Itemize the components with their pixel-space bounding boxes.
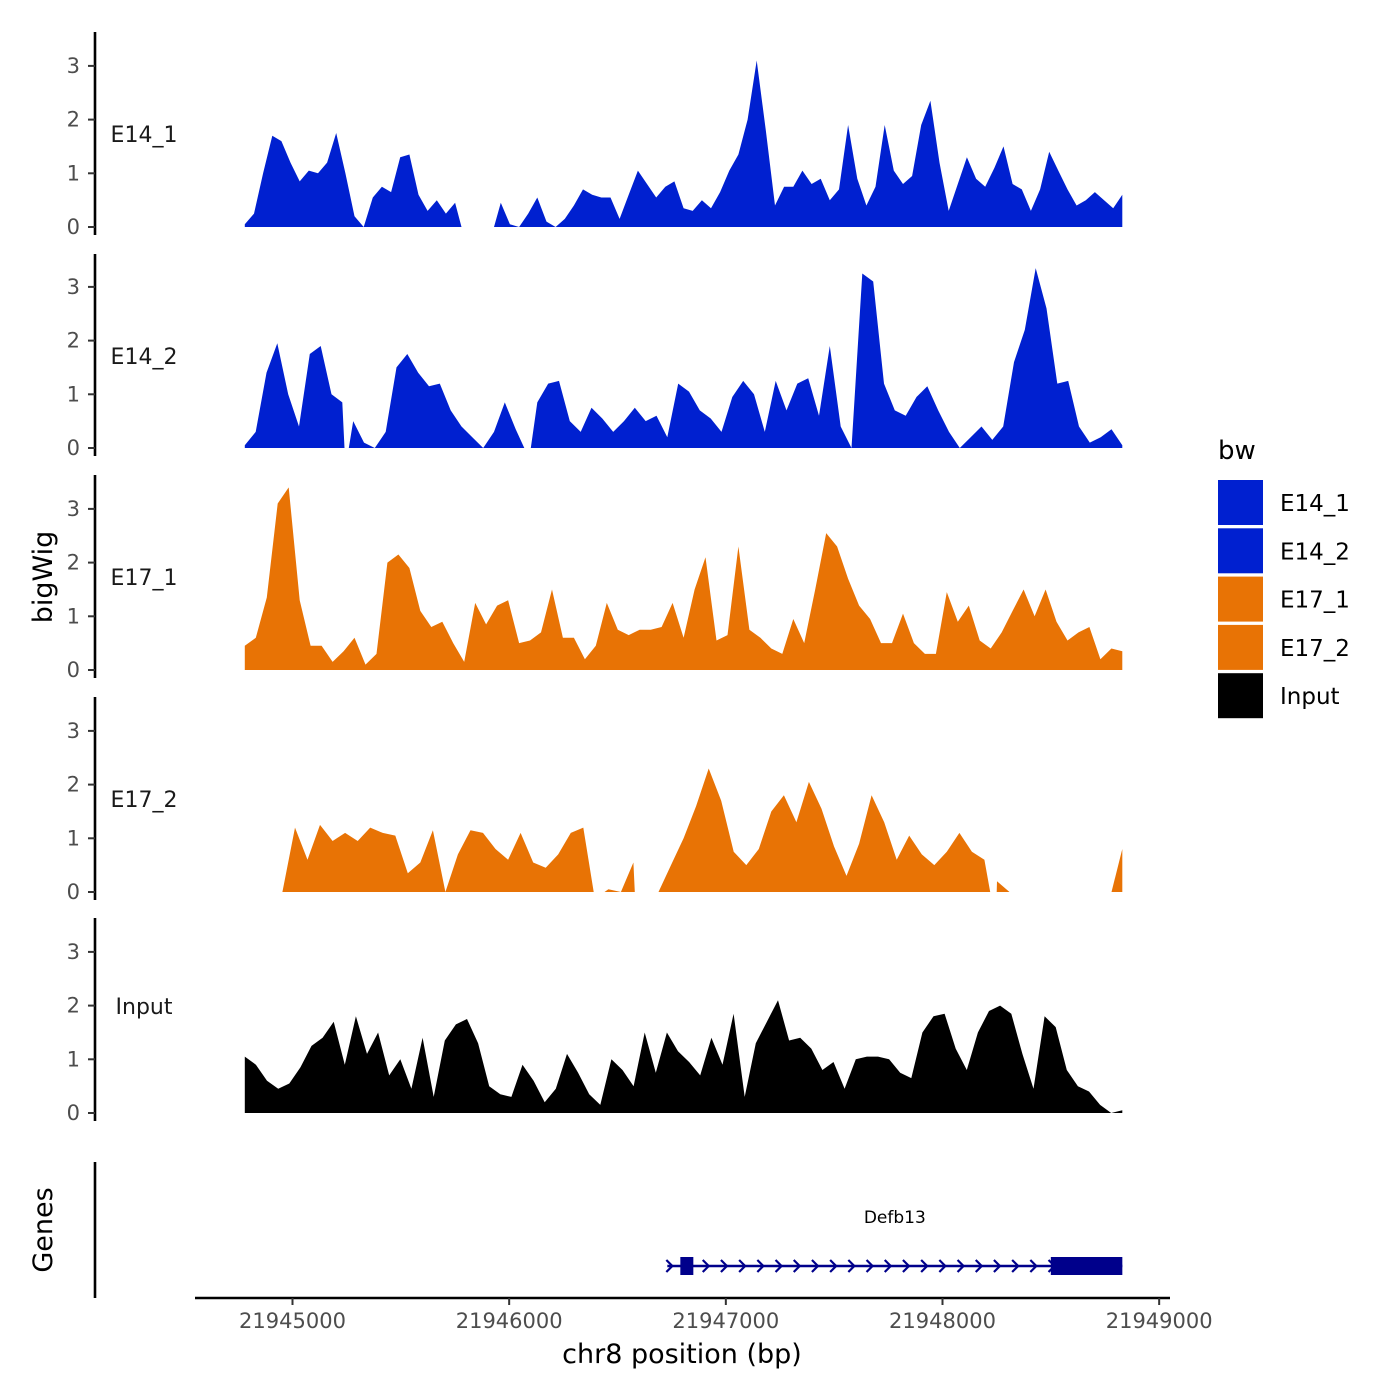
y-tick-label: 0: [67, 215, 80, 239]
strand-arrow: [865, 1259, 875, 1273]
y-tick-label: 3: [67, 940, 80, 964]
x-tick-label: 21948000: [889, 1309, 996, 1333]
signal-area-e17-1: [244, 487, 1123, 670]
strand-arrow: [701, 1259, 711, 1273]
signal-area-e14-1: [244, 133, 462, 227]
strand-arrow: [938, 1259, 947, 1273]
x-tick-label: 21945000: [239, 1309, 346, 1333]
y-axis-title: bigWig: [28, 531, 59, 624]
strand-arrow: [883, 1259, 893, 1273]
track-e17-1: 0 1 2 3 E17_1: [67, 475, 1123, 682]
strand-arrow: [1011, 1259, 1020, 1273]
strand-arrow: [974, 1259, 984, 1273]
track-e14-2: 0 1 2 3 E14_2: [67, 254, 1123, 460]
legend-swatch-e14-1: [1218, 480, 1263, 525]
gene-exon: [680, 1257, 694, 1275]
track-label: Input: [116, 995, 173, 1020]
y-tick-label: 2: [67, 551, 80, 575]
strand-arrow: [902, 1259, 911, 1273]
track-label: E14_1: [111, 123, 178, 148]
legend-title: bw: [1218, 436, 1256, 466]
legend-label-e14-2: E14_2: [1280, 539, 1350, 565]
strand-arrow: [720, 1259, 729, 1273]
y-tick-label: 1: [67, 161, 80, 185]
y-tick-label: 0: [67, 658, 80, 682]
strand-arrow: [738, 1259, 747, 1273]
legend-swatch-e14-2: [1218, 528, 1263, 574]
y-tick-label: 3: [67, 54, 80, 78]
signal-area-e14-2: [244, 343, 345, 448]
legend-label-e14-1: E14_1: [1280, 491, 1350, 517]
y-tick-label: 1: [67, 382, 80, 406]
legend-swatch-input: [1218, 673, 1263, 719]
y-tick-label: 2: [67, 773, 80, 797]
gene-track: Genes Defb13: [28, 1162, 1123, 1298]
signal-area-e14-2: [530, 268, 1123, 448]
track-label: E17_1: [111, 566, 178, 591]
y-tick-label: 0: [67, 1101, 80, 1125]
x-axis-title: chr8 position (bp): [562, 1339, 802, 1370]
strand-arrow: [1029, 1259, 1038, 1273]
strand-arrow: [665, 1259, 674, 1273]
strand-arrow: [792, 1259, 802, 1273]
legend-label-input: Input: [1280, 684, 1340, 710]
track-e17-2: 0 1 2 3 E17_2: [67, 697, 1123, 904]
y-tick-label: 1: [67, 826, 80, 850]
gene-name-label: Defb13: [864, 1208, 926, 1228]
strand-arrow: [774, 1259, 784, 1273]
strand-arrow: [993, 1259, 1002, 1273]
y-tick-label: 3: [67, 719, 80, 743]
legend-label-e17-1: E17_1: [1280, 588, 1350, 614]
track-label: E14_2: [111, 345, 178, 370]
strand-arrow: [811, 1259, 820, 1273]
y-tick-label: 2: [67, 329, 80, 353]
signal-area-e17-2: [996, 881, 1017, 892]
legend-label-e17-2: E17_2: [1280, 636, 1350, 662]
x-axis: chr8 position (bp) 21945000 21946000 21947…: [195, 1296, 1213, 1370]
signal-area-e17-2: [1111, 849, 1123, 892]
legend-swatch-e17-1: [1218, 576, 1263, 622]
signal-area-e14-1: [494, 60, 1123, 227]
tracks-layer: 0 1 2 3 E14_1 0 1 2 3 E14_2 0 1 2 3 E17_1 0 1 2 3 E17_2 0 1 2 3…: [67, 32, 1123, 1125]
signal-area-e17-2: [604, 862, 635, 892]
track-label: E17_2: [111, 788, 178, 813]
signal-area-e17-2: [244, 824, 594, 892]
strand-arrow: [956, 1259, 966, 1273]
y-tick-label: 2: [67, 994, 80, 1018]
signal-area-e14-2: [348, 354, 525, 448]
x-tick-label: 21949000: [1106, 1309, 1213, 1333]
x-tick-label: 21946000: [456, 1309, 563, 1333]
y-tick-label: 2: [67, 108, 80, 132]
track-input: 0 1 2 3 Input: [67, 918, 1123, 1125]
y-tick-label: 0: [67, 880, 80, 904]
x-tick-label: 21947000: [672, 1309, 779, 1333]
legend: bw E14_1 E14_2 E17_1 E17_2 Input: [1218, 436, 1350, 719]
y-tick-label: 1: [67, 604, 80, 628]
legend-swatch-e17-2: [1218, 624, 1263, 670]
track-e14-1: 0 1 2 3 E14_1: [67, 32, 1123, 239]
genes-axis-title: Genes: [28, 1187, 59, 1272]
y-tick-label: 3: [67, 275, 80, 299]
gene-exon: [1050, 1257, 1123, 1275]
strand-arrow: [920, 1259, 929, 1273]
strand-arrow: [756, 1259, 765, 1273]
signal-area-input: [244, 1000, 1123, 1113]
signal-area-e17-2: [650, 768, 991, 892]
y-tick-label: 1: [67, 1047, 80, 1071]
y-tick-label: 3: [67, 497, 80, 521]
strand-arrow: [829, 1259, 838, 1273]
y-tick-label: 0: [67, 436, 80, 460]
strand-arrow: [847, 1259, 856, 1273]
